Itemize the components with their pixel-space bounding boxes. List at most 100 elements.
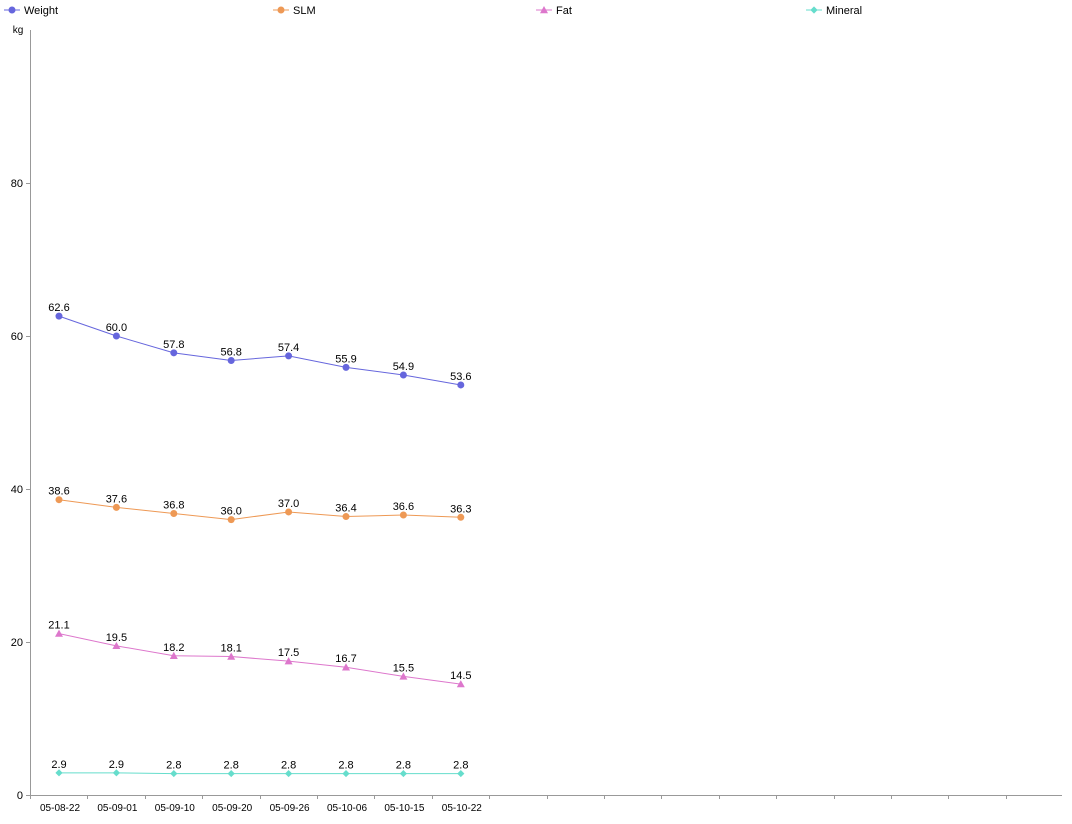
data-label-mineral: 2.8: [281, 760, 296, 772]
data-label-mineral: 2.9: [51, 759, 66, 771]
data-label-mineral: 2.8: [224, 760, 239, 772]
data-point-weight: [457, 381, 465, 389]
y-tick-label: 80: [11, 178, 23, 190]
y-tick-label: 40: [11, 484, 23, 496]
data-point-slm: [170, 509, 178, 517]
data-point-slm: [399, 511, 407, 519]
legend: Weight SLM Fat Mineral: [4, 5, 862, 17]
data-label-weight: 57.8: [163, 339, 184, 351]
legend-label-slm: SLM: [293, 5, 316, 17]
data-label-slm: 36.8: [163, 499, 184, 511]
data-point-weight: [55, 312, 63, 320]
data-label-fat: 18.1: [220, 643, 241, 655]
data-point-fat: [284, 657, 293, 665]
series-layer: [55, 312, 465, 778]
legend-marker-slm: [277, 6, 285, 14]
legend-label-weight: Weight: [24, 5, 58, 17]
legend-label-mineral: Mineral: [826, 5, 862, 17]
legend-marker-weight: [8, 6, 16, 14]
data-point-slm: [457, 513, 465, 521]
data-point-weight: [170, 349, 178, 357]
x-tick-label: 05-10-15: [384, 803, 424, 814]
x-tick-label: 05-09-10: [155, 803, 195, 814]
data-point-weight: [399, 371, 407, 379]
data-point-fat: [169, 651, 178, 659]
data-point-fat: [55, 629, 63, 637]
series-line-weight: [58, 315, 461, 386]
x-tick-label: 05-09-01: [97, 803, 137, 814]
axes: kg 0 20 40 60 80 05-08-22 05-09-01 05-09-10 05-09…: [11, 25, 1062, 814]
data-label-weight: 60.0: [106, 322, 127, 334]
data-point-slm: [285, 508, 293, 516]
data-label-mineral: 2.8: [166, 760, 181, 772]
data-label-fat: 15.5: [393, 662, 414, 674]
data-point-fat: [456, 680, 465, 688]
data-label-mineral: 2.9: [109, 759, 124, 771]
data-point-fat: [112, 641, 121, 650]
x-tick-label: 05-10-22: [442, 803, 482, 814]
data-point-fat: [399, 672, 408, 680]
data-label-slm: 37.0: [278, 498, 299, 510]
data-point-weight: [285, 352, 293, 360]
y-tick-label: 0: [17, 790, 23, 802]
data-label-weight: 53.6: [450, 371, 471, 383]
series-line-mineral: [59, 772, 461, 775]
data-label-fat: 21.1: [48, 620, 69, 632]
y-axis-unit-label: kg: [13, 25, 24, 36]
data-label-mineral: 2.8: [396, 760, 411, 772]
data-point-mineral: [342, 769, 350, 778]
series-line-slm: [58, 499, 461, 521]
data-label-weight: 56.8: [220, 346, 241, 358]
data-point-mineral: [170, 769, 178, 778]
series-slm: [55, 496, 465, 524]
x-tick-label: 05-09-20: [212, 803, 252, 814]
data-label-slm: 36.4: [335, 503, 356, 515]
x-tick-label: 05-08-22: [40, 803, 80, 814]
legend-item-slm: SLM: [273, 5, 316, 17]
data-point-mineral: [55, 769, 63, 777]
legend-marker-fat: [540, 6, 548, 14]
data-point-fat: [342, 663, 350, 671]
data-label-weight: 62.6: [48, 302, 69, 314]
y-tick-label: 60: [11, 331, 23, 343]
data-label-slm: 36.0: [220, 506, 241, 518]
legend-item-fat: Fat: [536, 5, 572, 17]
data-label-slm: 36.6: [393, 501, 414, 513]
data-label-mineral: 2.8: [453, 760, 468, 772]
data-label-slm: 36.3: [450, 503, 471, 515]
data-label-fat: 17.5: [278, 647, 299, 659]
data-label-fat: 18.2: [163, 642, 184, 654]
data-labels: 62.6 60.0 57.8 56.8 57.4 55.9 54.9 53.6 38.6 37.6…: [48, 302, 471, 771]
series-line-fat: [58, 633, 461, 685]
x-tick-label: 05-09-26: [270, 803, 310, 814]
data-point-fat: [227, 652, 236, 660]
data-label-fat: 14.5: [450, 670, 471, 682]
data-point-mineral: [399, 769, 407, 778]
data-point-slm: [55, 496, 63, 504]
x-tick-label: 05-10-06: [327, 803, 367, 814]
legend-item-weight: Weight: [4, 5, 58, 17]
data-point-weight: [227, 356, 235, 364]
series-mineral: [55, 769, 465, 778]
data-point-slm: [112, 503, 120, 511]
data-label-fat: 16.7: [335, 653, 356, 665]
data-label-mineral: 2.8: [338, 760, 353, 772]
data-point-slm: [342, 513, 350, 521]
legend-marker-mineral: [810, 6, 818, 14]
data-label-weight: 55.9: [335, 353, 356, 365]
y-tick-label: 20: [11, 637, 23, 649]
data-label-weight: 57.4: [278, 342, 299, 354]
data-point-mineral: [227, 769, 235, 778]
data-label-weight: 54.9: [393, 361, 414, 373]
series-weight: [55, 312, 465, 389]
data-point-mineral: [285, 769, 293, 778]
series-fat: [55, 629, 465, 688]
data-point-mineral: [457, 769, 465, 778]
legend-label-fat: Fat: [556, 5, 572, 17]
data-point-weight: [342, 363, 350, 371]
legend-item-mineral: Mineral: [806, 5, 862, 17]
data-point-slm: [227, 516, 235, 524]
data-point-mineral: [112, 769, 120, 777]
